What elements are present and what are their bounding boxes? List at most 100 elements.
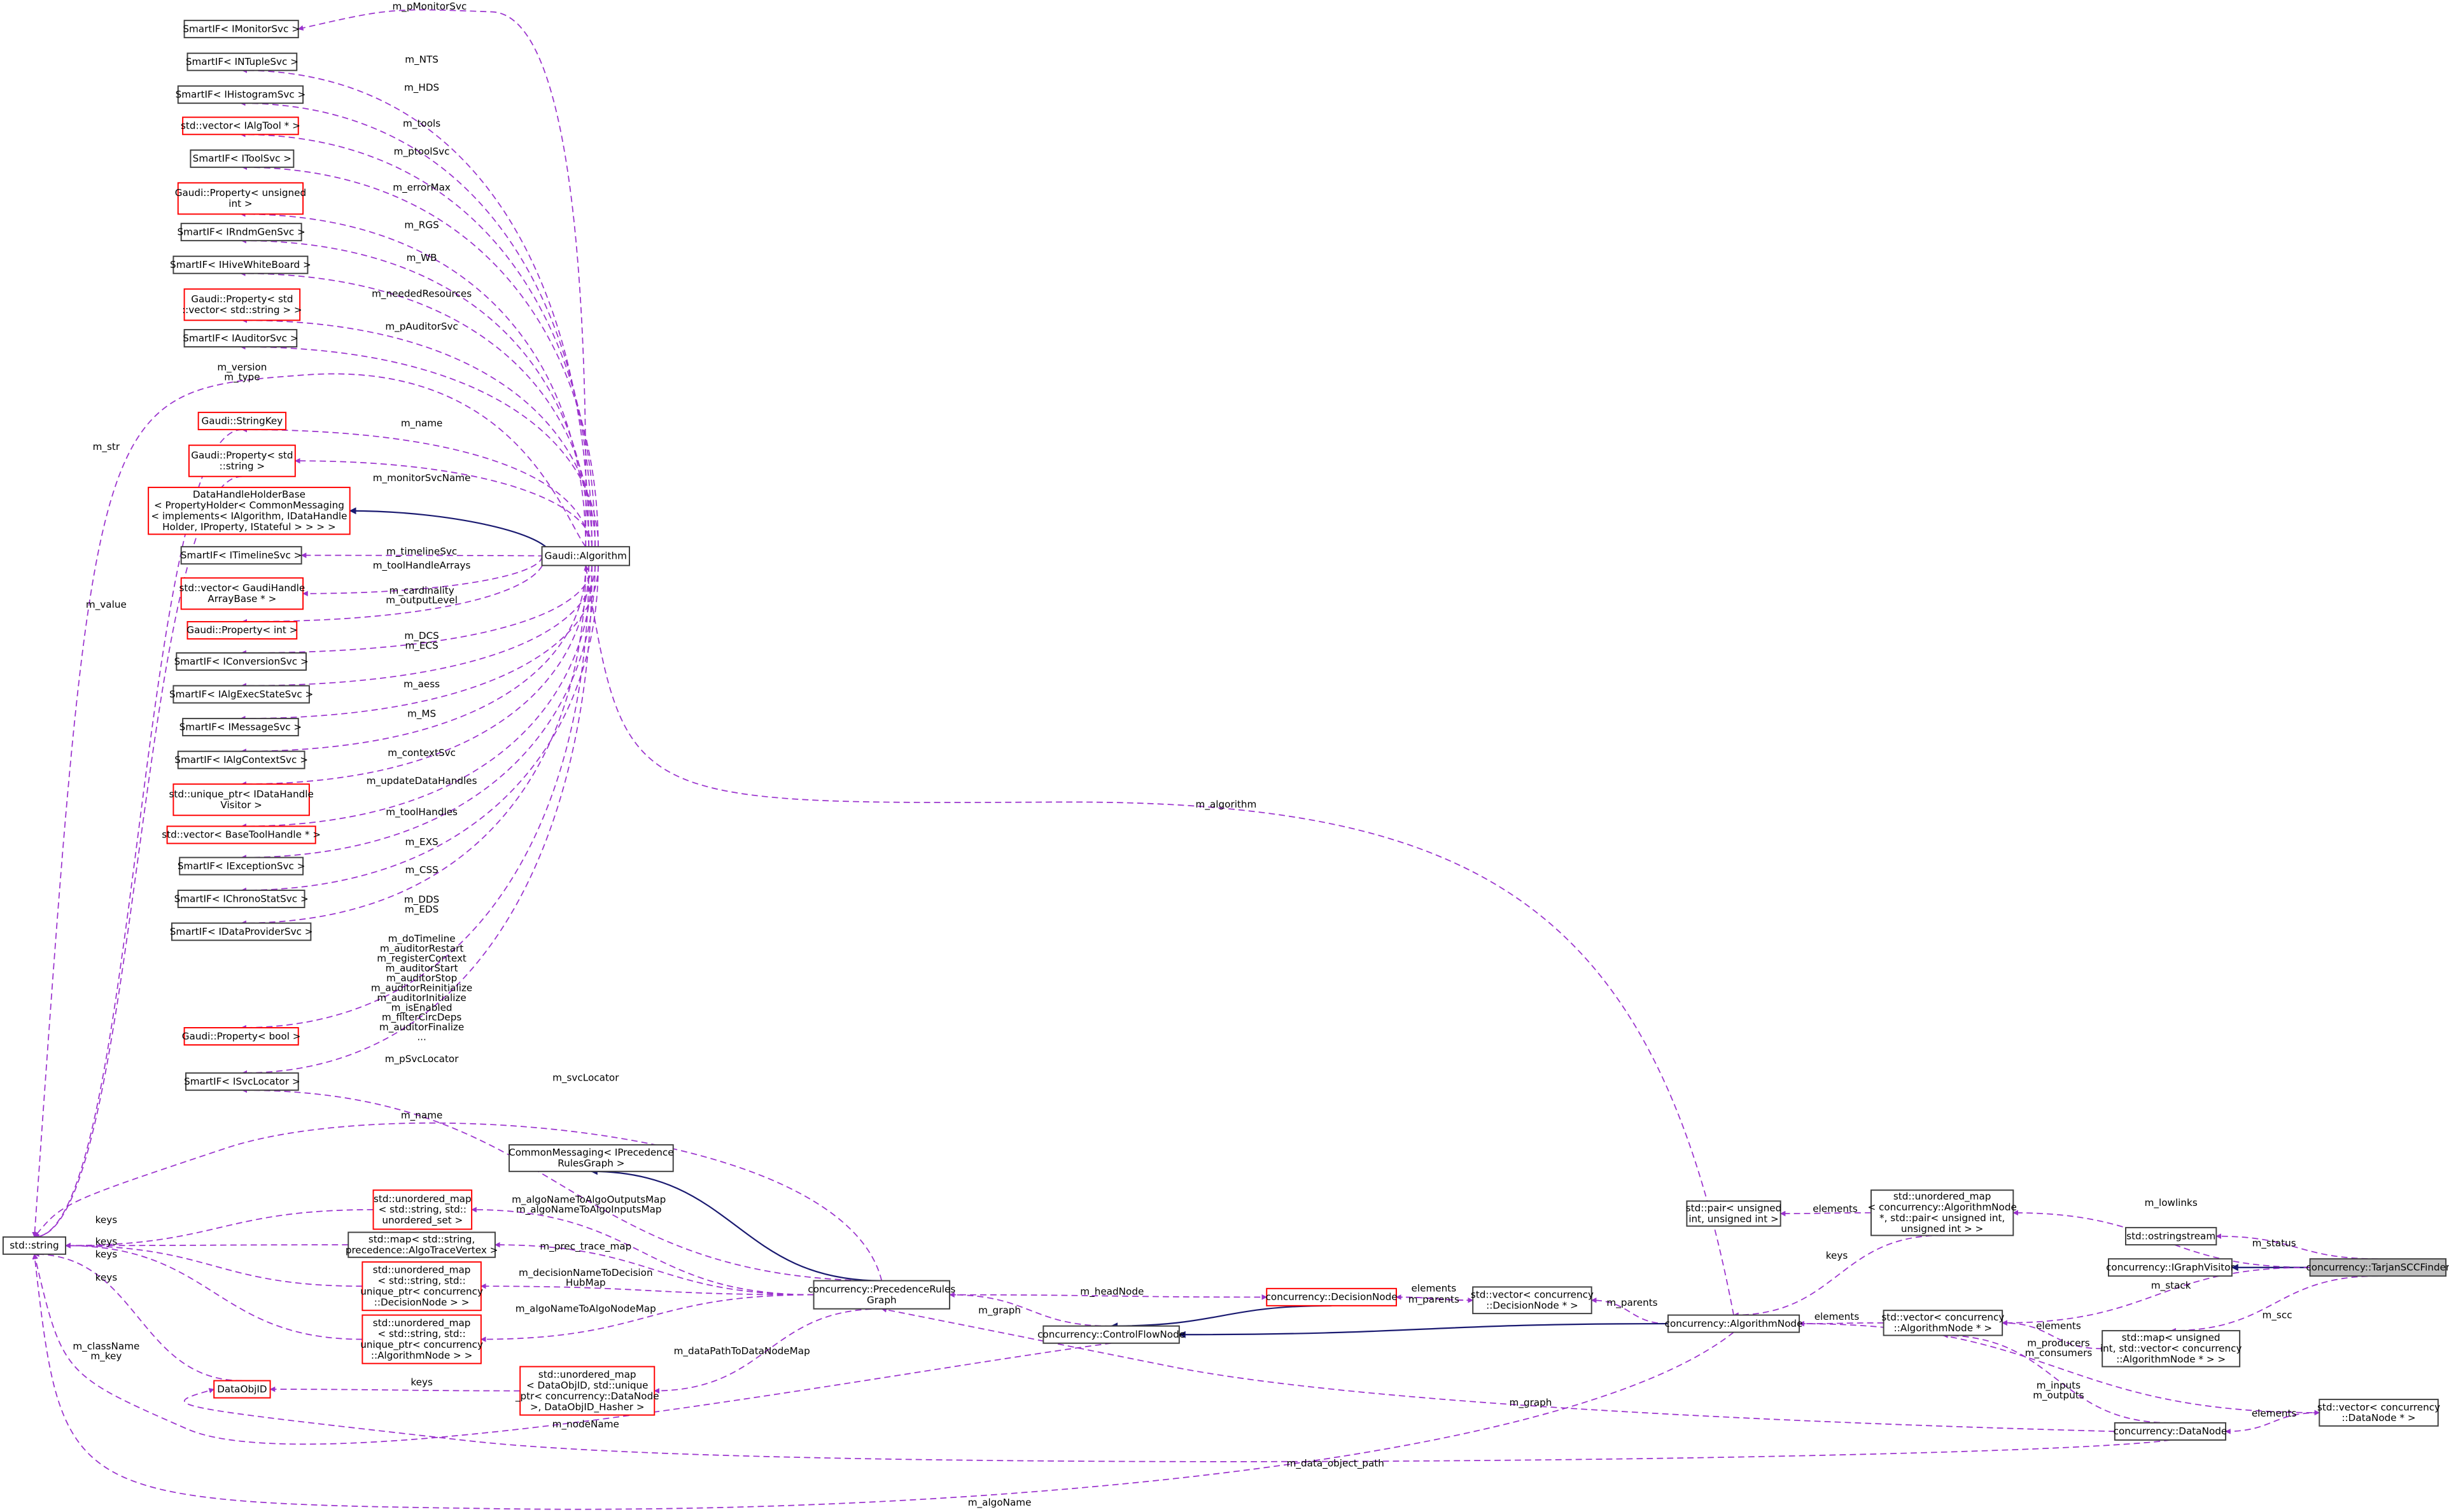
node-trace[interactable]: std::map< std::string,precedence::AlgoTr… — [346, 1231, 498, 1258]
node-uset[interactable]: std::unordered_map< std::string, std::un… — [372, 1189, 473, 1230]
node-box[interactable] — [180, 223, 302, 242]
node-dhhb[interactable]: DataHandleHolderBase< PropertyHolder< Co… — [148, 486, 351, 535]
node-box[interactable] — [186, 52, 298, 71]
node-dnvec[interactable]: std::vector< concurrency::DataNode * > — [2317, 1399, 2440, 1427]
node-box[interactable] — [186, 620, 298, 640]
node-hist[interactable]: SmartIF< IHistogramSvc > — [176, 85, 306, 104]
node-umap[interactable]: std::unordered_map< concurrency::Algorit… — [1867, 1189, 2017, 1236]
node-box[interactable] — [172, 255, 309, 274]
node-box[interactable] — [372, 1189, 473, 1230]
node-exc[interactable]: SmartIF< IExceptionSvc > — [178, 857, 305, 876]
node-box[interactable] — [183, 20, 299, 39]
node-rndm[interactable]: SmartIF< IRndmGenSvc > — [178, 223, 305, 242]
node-box[interactable] — [1472, 1286, 1592, 1315]
node-svcloc[interactable]: SmartIF< ISvcLocator > — [184, 1072, 300, 1091]
node-algmap[interactable]: std::unordered_map< std::string, std::un… — [360, 1314, 483, 1364]
node-box[interactable] — [509, 1144, 674, 1172]
node-box[interactable] — [1686, 1200, 1781, 1227]
node-msg[interactable]: SmartIF< IMessageSvc > — [179, 718, 302, 737]
node-box[interactable] — [177, 85, 304, 104]
node-box[interactable] — [541, 546, 630, 566]
node-propint[interactable]: Gaudi::Property< int > — [186, 620, 298, 640]
node-box[interactable] — [813, 1280, 951, 1310]
node-decmap[interactable]: std::unordered_map< std::string, std::un… — [360, 1261, 483, 1312]
node-box[interactable] — [1883, 1310, 2003, 1336]
node-box[interactable] — [183, 1027, 299, 1046]
node-box[interactable] — [172, 685, 310, 704]
node-strkey[interactable]: Gaudi::StringKey — [197, 412, 287, 431]
node-box[interactable] — [2102, 1330, 2241, 1368]
node-bth[interactable]: std::vector< BaseToolHandle * > — [162, 825, 321, 844]
node-tarjan[interactable]: concurrency::TarjanSCCFinder — [2306, 1258, 2449, 1277]
node-propvec[interactable]: Gaudi::Property< std::vector< std::strin… — [182, 288, 302, 321]
node-box[interactable] — [197, 412, 287, 431]
node-chrono[interactable]: SmartIF< IChronoStatSvc > — [174, 890, 309, 909]
node-box[interactable] — [2309, 1258, 2447, 1277]
node-box[interactable] — [1042, 1325, 1180, 1344]
node-box[interactable] — [148, 486, 351, 535]
node-box[interactable] — [182, 116, 299, 136]
node-box[interactable] — [188, 444, 296, 477]
node-propbool[interactable]: Gaudi::Property< bool > — [182, 1027, 301, 1046]
node-string[interactable]: std::string — [2, 1236, 67, 1255]
node-cfn[interactable]: concurrency::ControlFlowNode — [1037, 1325, 1185, 1344]
node-box[interactable] — [361, 1261, 482, 1312]
node-ctx[interactable]: SmartIF< IAlgContextSvc > — [174, 750, 308, 769]
node-box[interactable] — [1667, 1314, 1800, 1333]
node-box[interactable] — [177, 890, 305, 909]
node-box[interactable] — [183, 329, 298, 348]
node-box[interactable] — [519, 1366, 656, 1416]
node-box[interactable] — [1870, 1189, 2014, 1236]
node-box[interactable] — [180, 577, 304, 610]
node-decnode[interactable]: concurrency::DecisionNode — [1266, 1287, 1398, 1306]
node-decvec[interactable]: std::vector< concurrency::DecisionNode *… — [1471, 1286, 1594, 1315]
node-box[interactable] — [177, 182, 304, 215]
node-box[interactable] — [183, 288, 301, 321]
node-algvec[interactable]: std::vector< concurrency::AlgorithmNode … — [1881, 1310, 2004, 1336]
node-box[interactable] — [177, 750, 305, 769]
node-box[interactable] — [180, 546, 302, 565]
node-box[interactable] — [361, 1314, 482, 1364]
node-box[interactable] — [182, 718, 299, 737]
node-hive[interactable]: SmartIF< IHiveWhiteBoard > — [170, 255, 311, 274]
node-box[interactable] — [2319, 1399, 2439, 1427]
node-box[interactable] — [2, 1236, 67, 1255]
node-box[interactable] — [2114, 1422, 2227, 1441]
node-ntuple[interactable]: SmartIF< INTupleSvc > — [186, 52, 298, 71]
node-box[interactable] — [347, 1231, 496, 1258]
node-box[interactable] — [190, 149, 295, 168]
node-auditor[interactable]: SmartIF< IAuditorSvc > — [183, 329, 298, 348]
node-dataobjid[interactable]: DataObjID — [213, 1380, 271, 1399]
node-mon[interactable]: SmartIF< IMonitorSvc > — [183, 20, 300, 39]
node-algtool[interactable]: std::vector< IAlgTool * > — [181, 116, 300, 136]
node-box[interactable] — [1266, 1287, 1397, 1306]
node-box[interactable] — [2125, 1227, 2217, 1246]
node-box[interactable] — [171, 922, 312, 941]
node-toolsvc[interactable]: SmartIF< IToolSvc > — [190, 149, 295, 168]
node-box[interactable] — [185, 1072, 299, 1091]
node-propstr[interactable]: Gaudi::Property< std::string > — [188, 444, 296, 477]
node-box[interactable] — [2108, 1258, 2233, 1277]
node-box[interactable] — [166, 825, 316, 844]
node-igv[interactable]: concurrency::IGraphVisitor — [2106, 1258, 2235, 1277]
node-execstate[interactable]: SmartIF< IAlgExecStateSvc > — [169, 685, 313, 704]
node-domap[interactable]: std::unordered_map< DataObjID, std::uniq… — [515, 1366, 659, 1416]
node-algnode[interactable]: concurrency::AlgorithmNode — [1665, 1314, 1803, 1333]
node-conv[interactable]: SmartIF< IConversionSvc > — [174, 652, 309, 671]
node-dps[interactable]: SmartIF< IDataProviderSvc > — [170, 922, 313, 941]
node-oss[interactable]: std::ostringstream — [2125, 1227, 2217, 1246]
node-datanode[interactable]: concurrency::DataNode — [2114, 1422, 2228, 1441]
node-box[interactable] — [179, 857, 304, 876]
node-box[interactable] — [176, 652, 307, 671]
node-box[interactable] — [172, 783, 310, 816]
node-ga[interactable]: Gaudi::Algorithm — [541, 546, 630, 566]
node-box[interactable] — [213, 1380, 271, 1399]
node-timeline[interactable]: SmartIF< ITimelineSvc > — [180, 546, 302, 565]
